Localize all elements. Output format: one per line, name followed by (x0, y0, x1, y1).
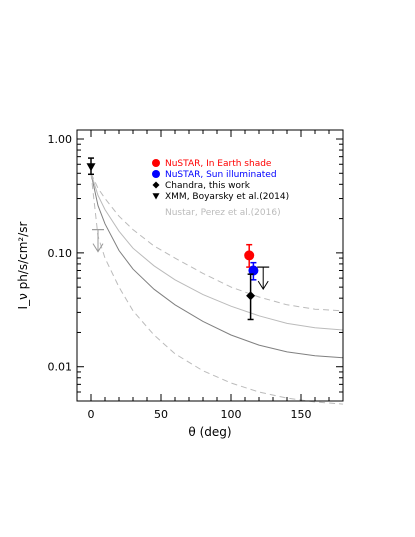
y-axis-title: I_ν ph/s/cm²/sr (16, 221, 30, 309)
data-point (244, 250, 255, 261)
data-point (246, 291, 256, 301)
model-alt-curve (90, 173, 344, 331)
x-tick-label: 150 (291, 408, 312, 421)
x-axis-title: θ (deg) (188, 425, 231, 439)
legend-label: Nustar, Perez et al.(2016) (165, 208, 281, 218)
upper-limit-arrow (257, 280, 269, 291)
upper-limit-arrow (92, 243, 104, 253)
legend-marker (152, 193, 160, 200)
y-tick-label: 1.00 (48, 133, 73, 146)
y-tick-label: 0.01 (48, 361, 73, 374)
x-tick-label: 50 (154, 408, 168, 421)
y-tick-label: 0.10 (48, 247, 73, 260)
model-curves (90, 173, 344, 405)
axes: 0 50 100 150 0.01 0.10 1.00 θ (deg) I_ν ph/s/cm²… (16, 129, 344, 439)
plot-frame (76, 129, 344, 402)
x-tick-label: 0 (88, 408, 95, 421)
legend-label: NuSTAR, Sun illuminated (165, 170, 277, 180)
legend-label: XMM, Boyarsky et al.(2014) (165, 192, 289, 202)
data-points (86, 157, 270, 321)
model-central-curve (90, 173, 344, 359)
data-point (86, 163, 96, 172)
data-point (248, 265, 259, 276)
legend-marker (152, 181, 160, 189)
legend-label: NuSTAR, In Earth shade (165, 159, 272, 169)
model-upper-curve (90, 173, 344, 312)
legend-marker (152, 159, 160, 167)
legend-marker (152, 170, 160, 178)
x-tick-label: 100 (221, 408, 242, 421)
legend-label: Chandra, this work (165, 181, 251, 191)
